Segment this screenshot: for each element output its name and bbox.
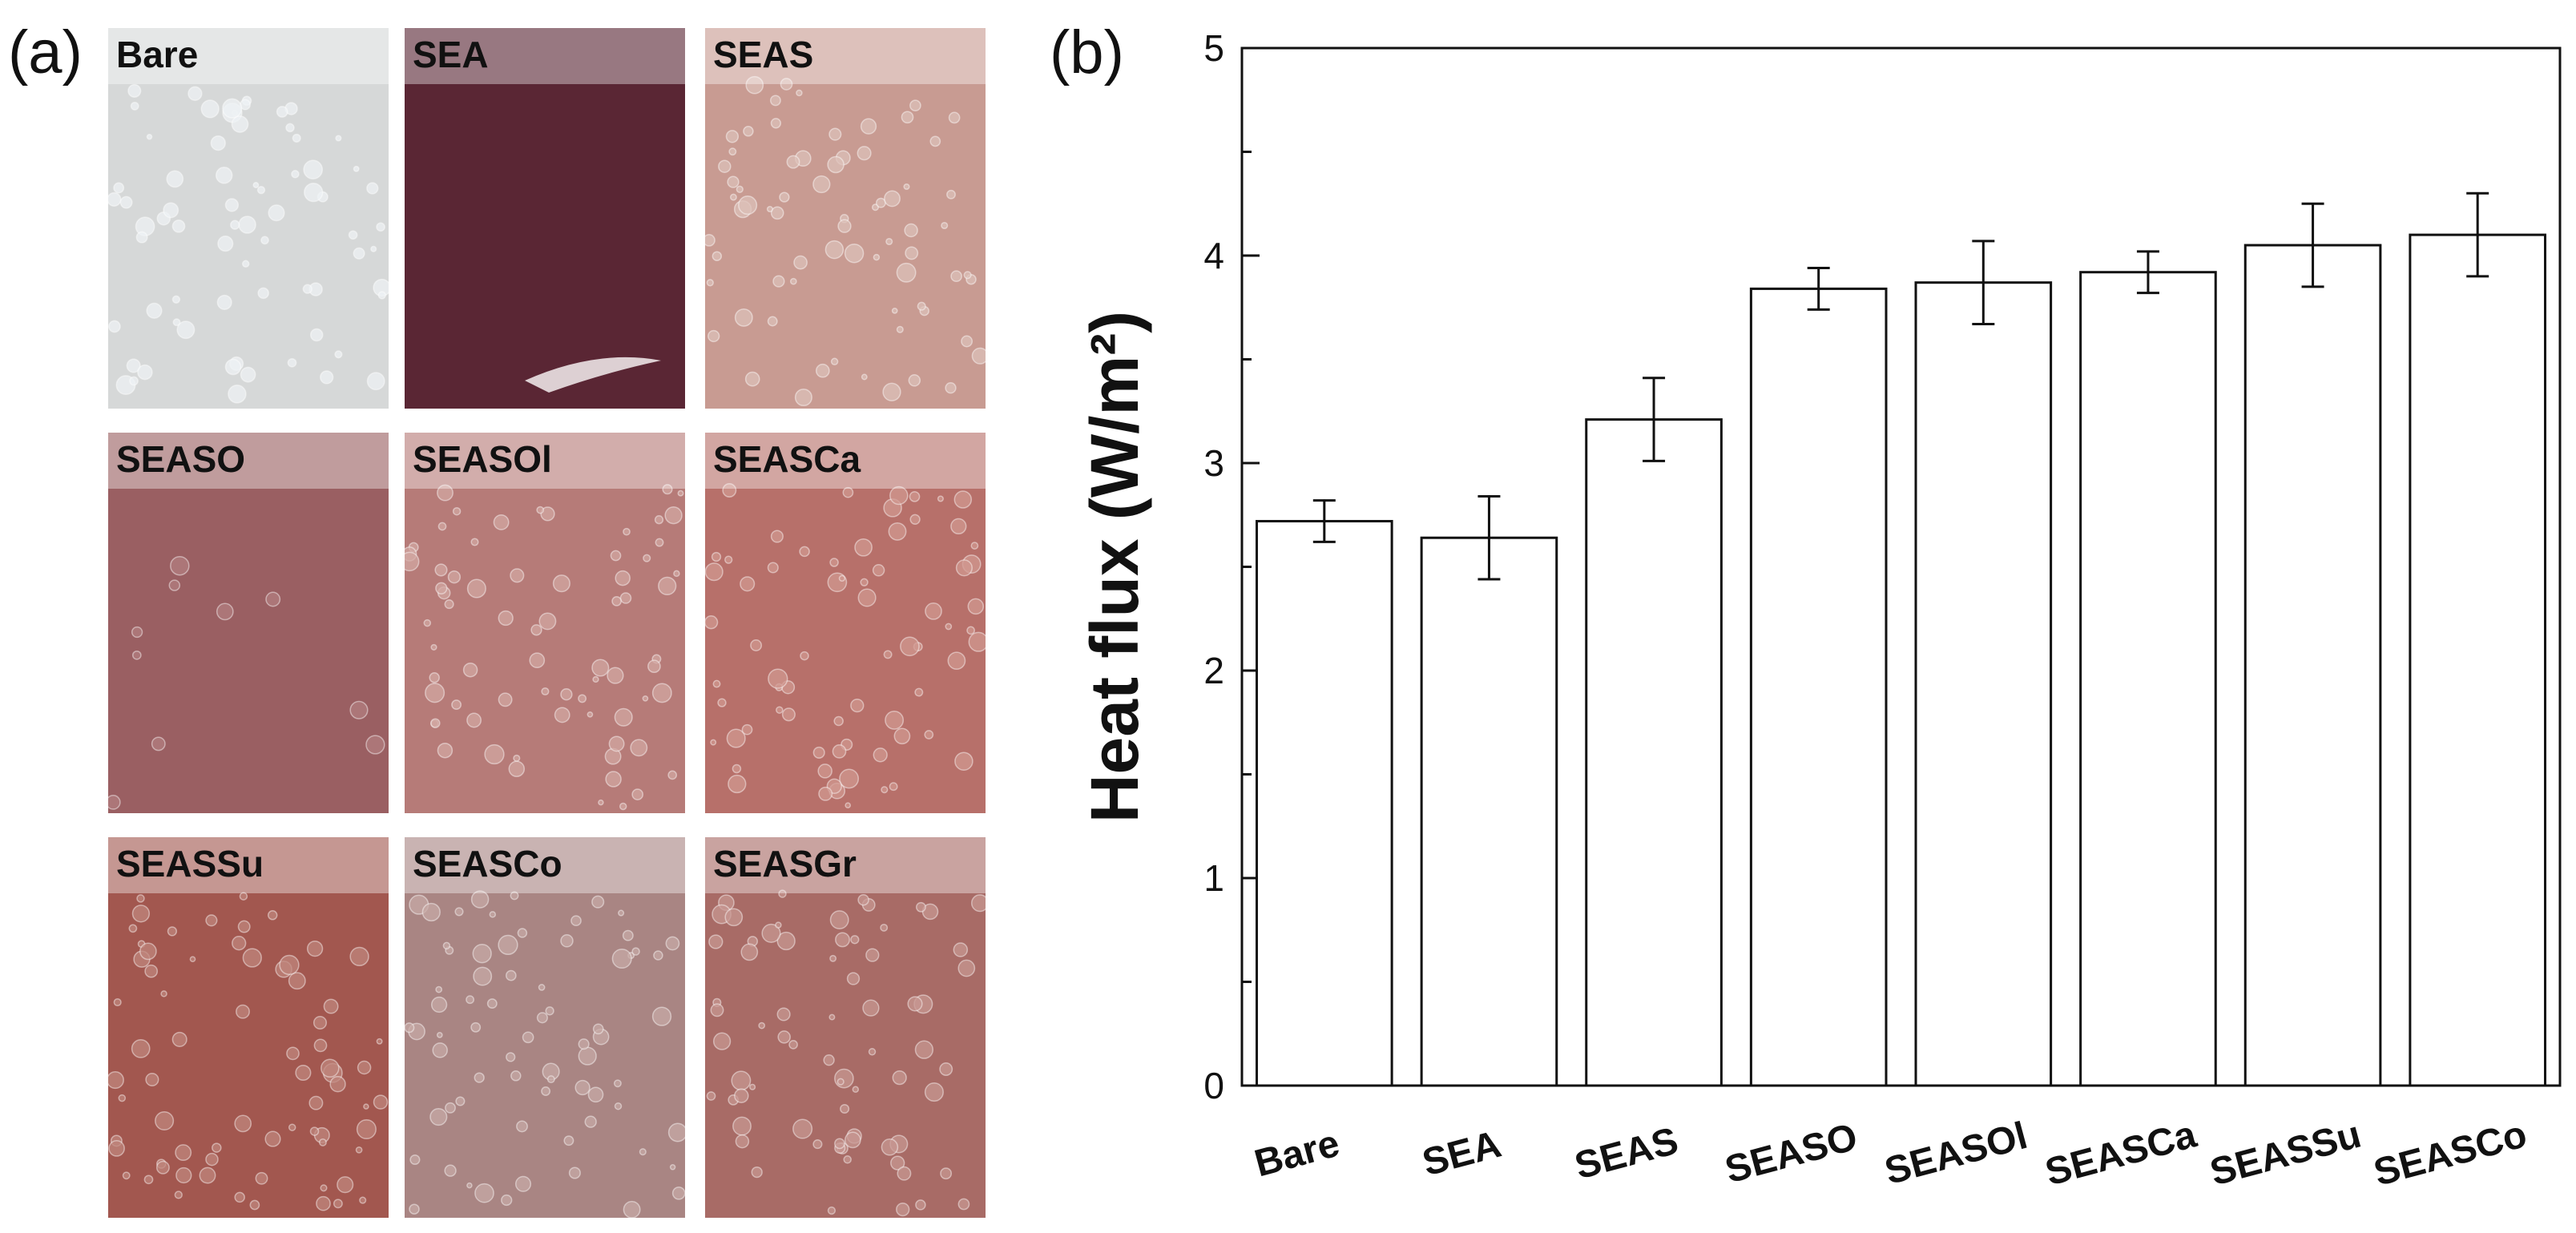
x-tick-label: SEASCo — [2369, 1113, 2531, 1195]
bar-bare — [1256, 520, 1393, 1087]
x-tick-label: SEASCa — [2041, 1113, 2201, 1194]
panel-a-letter: (a) — [8, 18, 83, 87]
photo-label: SEA — [405, 28, 685, 84]
photo-surface — [705, 837, 986, 1218]
x-tick-label: SEASOl — [1881, 1114, 2032, 1193]
photo-seaso: SEASO — [108, 433, 389, 813]
bar-seassu — [2243, 244, 2382, 1087]
photo-sea: SEA — [405, 28, 685, 409]
bar-seasca — [2079, 271, 2217, 1087]
photo-label: SEASCa — [705, 433, 986, 489]
panel-b-letter: (b) — [1050, 18, 1124, 87]
photo-seasca: SEASCa — [705, 433, 986, 813]
photo-label: Bare — [108, 28, 389, 84]
photo-seasol: SEASOl — [405, 433, 685, 813]
photo-label: SEAS — [705, 28, 986, 84]
y-tick-label: 4 — [1203, 235, 1224, 276]
photo-label: SEASGr — [705, 837, 986, 893]
y-tick-label: 2 — [1203, 650, 1224, 691]
photo-surface — [108, 837, 389, 1218]
y-axis-title: Heat flux (W/m²) — [1077, 311, 1152, 823]
photo-seas: SEAS — [705, 28, 986, 409]
x-tick-label: SEAS — [1570, 1120, 1683, 1188]
photo-surface — [405, 433, 685, 813]
x-tick-label: SEASSu — [2206, 1114, 2365, 1195]
y-tick-label: 1 — [1203, 857, 1224, 899]
photo-surface — [705, 28, 986, 409]
y-tick-label: 5 — [1203, 27, 1224, 69]
x-tick-label: SEA — [1418, 1123, 1506, 1185]
photo-seassu: SEASSu — [108, 837, 389, 1218]
photo-surface — [108, 28, 389, 409]
y-tick-label: 0 — [1203, 1065, 1224, 1106]
photo-label: SEASCo — [405, 837, 685, 893]
photo-seasco: SEASCo — [405, 837, 685, 1218]
photo-surface — [108, 433, 389, 813]
photo-bare: Bare — [108, 28, 389, 409]
x-tick-label: Bare — [1250, 1122, 1344, 1186]
photo-label: SEASOl — [405, 433, 685, 489]
x-tick-label: SEASO — [1721, 1116, 1862, 1192]
photo-seasgr: SEASGr — [705, 837, 986, 1218]
bar-seaso — [1749, 287, 1888, 1087]
photo-surface — [405, 28, 685, 409]
photo-surface — [705, 433, 986, 813]
bar-seasol — [1914, 281, 2053, 1087]
bar-seasco — [2409, 233, 2546, 1087]
bar-seas — [1585, 418, 1723, 1087]
photo-surface — [405, 837, 685, 1218]
photo-label: SEASO — [108, 433, 389, 489]
bar-sea — [1420, 536, 1558, 1087]
photo-label: SEASSu — [108, 837, 389, 893]
y-tick-label: 3 — [1203, 442, 1224, 484]
